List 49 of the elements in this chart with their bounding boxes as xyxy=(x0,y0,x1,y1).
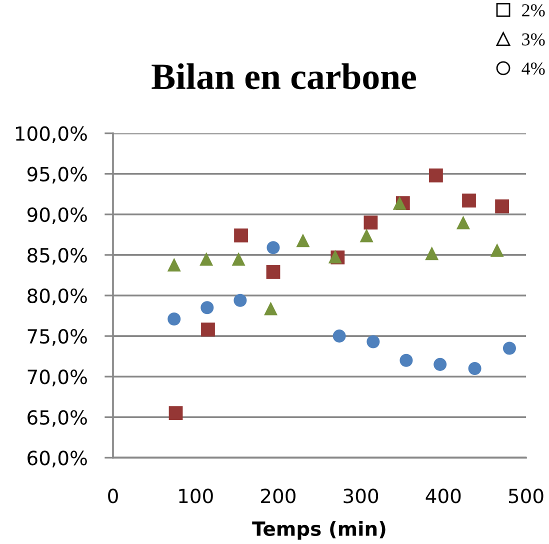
y-tick-label: 85,0% xyxy=(28,248,87,265)
text: 3% xyxy=(522,33,545,46)
point xyxy=(266,241,280,254)
point xyxy=(234,294,247,307)
y-tick-label: 70,0% xyxy=(28,370,87,386)
x-tick-label: 400 xyxy=(426,488,461,504)
point xyxy=(425,246,439,260)
point xyxy=(468,362,482,376)
chart-title: Bilan en carbone xyxy=(152,63,416,90)
point xyxy=(200,301,214,314)
x-tick-label: 100 xyxy=(179,488,213,504)
point xyxy=(332,330,346,343)
x-tick-label: 0 xyxy=(108,488,118,504)
point xyxy=(296,234,310,248)
x-tick-label: 500 xyxy=(508,488,544,504)
point xyxy=(434,358,447,371)
point xyxy=(168,312,181,326)
y-tick-label: 95,0% xyxy=(27,166,87,184)
point xyxy=(328,250,342,264)
y-tick-label: 65,0% xyxy=(28,410,87,427)
point xyxy=(462,194,476,208)
point xyxy=(400,354,413,367)
x-axis-title: Temps (min) xyxy=(252,520,386,540)
point xyxy=(490,243,504,257)
point xyxy=(364,216,378,230)
y-tick-label: 100,0% xyxy=(16,126,87,143)
x-tick-label: 200 xyxy=(261,488,296,504)
point xyxy=(495,199,509,214)
point xyxy=(502,342,516,355)
point xyxy=(360,228,374,242)
text: 2% xyxy=(522,4,545,16)
point xyxy=(168,406,183,420)
point xyxy=(392,196,406,210)
y-tick-label: 90,0% xyxy=(27,207,87,224)
point xyxy=(429,168,443,182)
point xyxy=(456,216,470,230)
point xyxy=(232,252,246,266)
point xyxy=(266,265,280,279)
y-tick-label: 75,0% xyxy=(28,329,87,346)
x-tick-label: 300 xyxy=(344,488,378,504)
point xyxy=(167,258,181,272)
point xyxy=(264,302,278,316)
text: 4% xyxy=(522,62,545,75)
point xyxy=(234,228,248,242)
y-tick-label: 60,0% xyxy=(28,450,87,468)
point xyxy=(201,322,215,337)
y-tick-label: 80,0% xyxy=(28,288,87,306)
point xyxy=(200,252,214,266)
point xyxy=(366,335,380,348)
